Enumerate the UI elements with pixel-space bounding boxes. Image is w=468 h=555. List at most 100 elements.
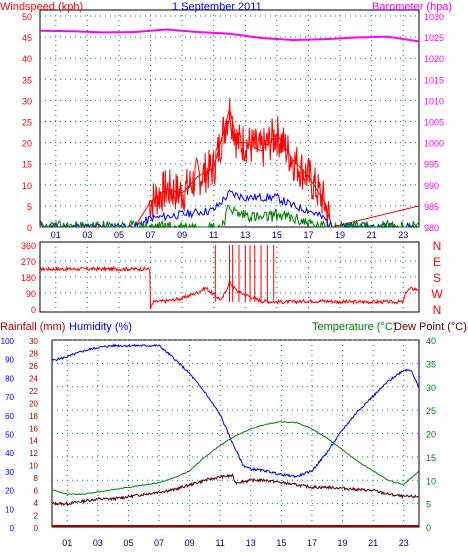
compass-label: S [433, 271, 441, 285]
barometer-tick-right: 1005 [424, 118, 444, 128]
wind-tick-x: 03 [82, 230, 92, 240]
humidity-tick: 30 [5, 468, 14, 477]
temperature-line [51, 421, 420, 496]
temperature-grid [52, 339, 419, 527]
direction-grid [40, 242, 419, 312]
direction-tick-left: 270 [21, 257, 36, 267]
wind-tick-x: 01 [51, 230, 61, 240]
wind-tick-left: 15 [22, 160, 32, 170]
wind-tick-left: 35 [22, 75, 32, 85]
wind-tick-x: 13 [240, 230, 250, 240]
wind-tick-x: 21 [367, 230, 377, 240]
direction-tick-left: 180 [21, 273, 36, 283]
wind-tick-x: 05 [114, 230, 124, 240]
temperature-tick-x: 17 [307, 538, 317, 548]
temperature-tick-x: 19 [338, 538, 348, 548]
temperature-tick: 25 [426, 406, 436, 416]
direction-series [39, 245, 420, 310]
rainfall-tick: 10 [29, 462, 38, 471]
humidity-axis-label: Humidity (%) [69, 321, 132, 333]
wind-tick-x: 07 [146, 230, 156, 240]
temperature-tick: 5 [426, 500, 431, 510]
wind-tick-x: 11 [209, 230, 218, 240]
wind-tick-left: 5 [27, 202, 32, 212]
humidity-tick: 60 [5, 412, 14, 421]
compass-label: E [433, 255, 441, 269]
direction-tick-left: 0 [31, 305, 36, 315]
temperature-tick: 10 [426, 476, 436, 486]
panel-direction: 0 N 90 W 180 S 270 E 360 N [21, 239, 443, 317]
rainfall-tick: 6 [34, 487, 39, 496]
humidity-tick: 90 [5, 356, 14, 365]
humidity-tick: 0 [10, 524, 15, 533]
humidity-tick: 10 [5, 505, 14, 514]
temperature-tick: 30 [426, 383, 436, 393]
humidity-tick: 70 [5, 393, 14, 402]
wind-tick-left: 40 [22, 54, 32, 64]
barometer-tick-right: 1020 [424, 54, 444, 64]
rainfall-tick: 24 [29, 374, 38, 383]
rainfall-tick: 4 [34, 499, 39, 508]
dewpoint-axis-label: Dew Point (°C) [394, 321, 467, 333]
temperature-tick-x: 07 [154, 538, 164, 548]
temperature-tick-x: 23 [399, 538, 409, 548]
barometer-tick-right: 985 [424, 202, 439, 212]
temperature-series [51, 343, 420, 527]
temperature-tick-x: 09 [185, 538, 195, 548]
wind-grid [40, 10, 419, 227]
temperature-tick-labels: 0102030405060708090100024681012141618202… [1, 336, 436, 548]
barometer-tick-right: 995 [424, 160, 439, 170]
wind-series [39, 28, 420, 229]
rainfall-tick: 8 [34, 474, 39, 483]
temperature-tick: 15 [426, 453, 436, 463]
wind-tick-left: 10 [22, 181, 32, 191]
barometer-tick-right: 1000 [424, 139, 444, 149]
rainfall-tick: 26 [29, 362, 38, 371]
temperature-tick-x: 15 [276, 538, 286, 548]
barometer-tick-right: 990 [424, 181, 439, 191]
temperature-tick-x: 11 [216, 538, 225, 548]
wind-low-line [39, 204, 420, 229]
humidity-tick: 80 [5, 374, 14, 383]
rainfall-tick: 2 [34, 512, 39, 521]
windspeed-axis-label: Windspeed (kph) [0, 1, 83, 13]
temperature-tick: 40 [426, 336, 436, 346]
wind-tick-x: 09 [177, 230, 187, 240]
wind-tick-left: 0 [27, 223, 32, 233]
panel-wind: 0510152025303540455098098599099510001005… [0, 1, 452, 240]
rainfall-tick: 14 [29, 437, 38, 446]
wind-tick-labels: 0510152025303540455098098599099510001005… [22, 12, 444, 240]
wind-tick-left: 30 [22, 96, 32, 106]
chart-title: 1 September 2011 [172, 1, 262, 13]
barometer-tick-right: 1010 [424, 96, 444, 106]
rainfall-tick: 20 [29, 399, 38, 408]
panel-temperature: 0102030405060708090100024681012141618202… [0, 321, 467, 548]
temperature-tick-x: 01 [62, 538, 72, 548]
rainfall-tick: 12 [29, 449, 38, 458]
rainfall-tick: 30 [29, 337, 38, 346]
direction-tick-labels: 0 N 90 W 180 S 270 E 360 N [21, 239, 443, 317]
rainfall-tick: 18 [29, 412, 38, 421]
humidity-tick: 40 [5, 449, 14, 458]
rainfall-tick: 0 [34, 524, 39, 533]
compass-label: N [433, 303, 442, 317]
rainfall-tick: 16 [29, 424, 38, 433]
rainfall-tick: 28 [29, 349, 38, 358]
temperature-axis-label: Temperature (°C) [312, 321, 396, 333]
barometer-tick-right: 1030 [424, 12, 444, 22]
compass-label: N [433, 239, 442, 253]
wind-tick-left: 25 [22, 118, 32, 128]
wind-tick-x: 23 [398, 230, 408, 240]
barometer-tick-right: 980 [424, 223, 439, 233]
humidity-tick: 20 [5, 487, 14, 496]
rainfall-tick: 22 [29, 387, 38, 396]
barometer-tick-right: 1015 [424, 75, 444, 85]
barometer-tick-right: 1025 [424, 33, 444, 43]
temperature-tick-x: 13 [246, 538, 256, 548]
wind-tick-x: 17 [303, 230, 313, 240]
barometer-line [40, 28, 420, 43]
wind-gust-trace [148, 97, 331, 227]
wind-tick-x: 15 [272, 230, 282, 240]
compass-label: W [431, 287, 443, 301]
wind-tick-left: 20 [22, 139, 32, 149]
